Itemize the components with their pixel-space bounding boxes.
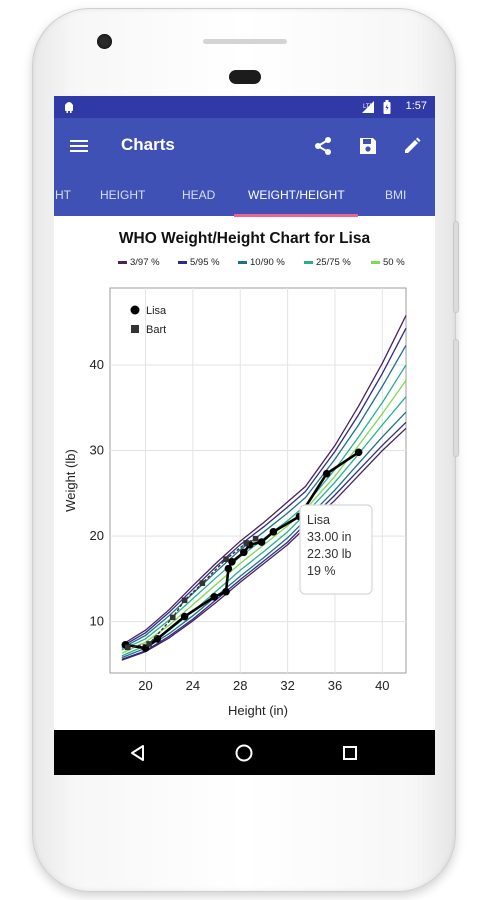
percentile-curve — [121, 327, 407, 648]
series-line-bart — [127, 538, 256, 648]
app-bar: Charts — [54, 118, 435, 174]
back-icon[interactable] — [125, 740, 151, 766]
y-tick-label: 20 — [90, 528, 104, 543]
chart-title: WHO Weight/Height Chart for Lisa — [118, 230, 371, 247]
percentile-curve — [121, 427, 407, 661]
percentile-legend: 3/97 % 5/95 % 10/90 % 25/75 % 50 % — [114, 257, 434, 271]
tab-weight-height[interactable]: WEIGHT/HEIGHT — [248, 188, 345, 202]
x-axis-label: Height (in) — [228, 703, 288, 718]
chart-plot[interactable]: 20 24 28 32 36 40 10 20 30 40 Height (in) Weight (l… — [54, 217, 435, 730]
data-point-lisa[interactable] — [269, 528, 278, 536]
data-point-lisa[interactable] — [153, 634, 162, 643]
app-title: Charts — [121, 135, 175, 154]
tooltip-line: 19 % — [307, 564, 336, 578]
signal-icon: LTE — [362, 101, 376, 116]
y-tick-label: 40 — [90, 357, 104, 372]
data-point-lisa[interactable] — [228, 557, 236, 566]
legend-swatch — [118, 261, 127, 264]
x-tick-label: 24 — [186, 678, 200, 693]
navigation-bar — [54, 730, 435, 775]
svg-text:LTE: LTE — [363, 104, 374, 110]
legend-entry: 3/97 % — [118, 257, 160, 268]
front-camera — [97, 34, 112, 49]
legend-swatch — [178, 261, 187, 264]
legend-marker-bart — [131, 325, 139, 333]
edit-icon[interactable] — [399, 133, 425, 159]
data-point-lisa[interactable] — [210, 593, 218, 601]
x-tick-label: 20 — [138, 678, 152, 693]
tab-bmi[interactable]: BMI — [385, 188, 407, 202]
android-icon — [63, 100, 75, 116]
x-tick-label: 32 — [280, 678, 294, 693]
earpiece — [229, 70, 261, 84]
legend-swatch — [304, 261, 313, 264]
data-point-lisa[interactable] — [322, 469, 331, 478]
data-point-bart[interactable] — [252, 535, 259, 542]
legend-label: 50 % — [383, 257, 405, 268]
plot-frame — [109, 287, 407, 674]
tab-head[interactable]: HEAD — [182, 188, 216, 202]
data-point-lisa[interactable] — [239, 548, 248, 557]
data-point-bart[interactable] — [199, 580, 206, 586]
legend-entry: 50 % — [371, 257, 405, 268]
save-icon[interactable] — [355, 133, 381, 159]
data-point-lisa[interactable] — [257, 538, 266, 546]
legend-label: 3/97 % — [130, 257, 160, 268]
percentile-curve — [121, 421, 407, 660]
speaker-grille — [203, 39, 287, 44]
y-axis-label: Weight (lb) — [63, 449, 78, 512]
data-point-lisa[interactable] — [222, 587, 230, 596]
percentile-curve — [121, 344, 407, 649]
data-point-bart[interactable] — [223, 556, 229, 563]
percentile-curve — [121, 315, 407, 646]
data-point-lisa[interactable] — [180, 612, 189, 621]
tooltip-box — [299, 504, 373, 595]
x-tick-label: 40 — [375, 678, 389, 693]
tooltip-line: 33.00 in — [307, 530, 352, 544]
recents-icon[interactable] — [337, 740, 363, 766]
x-tick-label: 28 — [233, 678, 247, 693]
menu-icon[interactable] — [66, 133, 92, 159]
y-tick-label: 30 — [90, 443, 104, 458]
power-button — [453, 221, 459, 313]
legend-label: 10/90 % — [250, 257, 285, 268]
data-point-lisa[interactable] — [224, 564, 233, 573]
legend-swatch — [371, 261, 380, 264]
status-time: 1:57 — [405, 100, 427, 112]
legend-label: 5/95 % — [190, 257, 220, 268]
legend-label-lisa: Lisa — [146, 305, 167, 317]
data-point-lisa[interactable] — [354, 448, 363, 457]
home-icon[interactable] — [231, 740, 257, 766]
battery-icon — [383, 100, 391, 117]
legend-entry: 25/75 % — [304, 257, 351, 268]
legend-label: 25/75 % — [316, 257, 351, 268]
share-icon[interactable] — [310, 133, 336, 159]
volume-button — [453, 339, 459, 457]
screen: LTE 1:57 Charts HT HEIGHT HEAD WEIGHT/HE… — [54, 96, 435, 775]
legend-entry: 5/95 % — [178, 257, 220, 268]
tooltip-line: Lisa — [307, 513, 330, 527]
legend-swatch — [238, 261, 247, 264]
tab-ht[interactable]: HT — [55, 188, 71, 202]
data-point-bart[interactable] — [181, 597, 188, 604]
legend-entry: 10/90 % — [238, 257, 285, 268]
legend-label-bart: Bart — [146, 324, 166, 336]
tooltip-line: 22.30 lb — [307, 547, 352, 561]
tab-height[interactable]: HEIGHT — [100, 188, 146, 202]
tab-indicator — [234, 214, 358, 217]
percentile-curve — [121, 411, 407, 659]
y-tick-label: 10 — [90, 614, 104, 629]
legend-marker-lisa — [130, 305, 140, 315]
data-point-bart[interactable] — [146, 641, 152, 647]
data-point-bart[interactable] — [243, 540, 249, 546]
data-point-bart[interactable] — [124, 644, 131, 651]
data-point-bart[interactable] — [169, 614, 176, 621]
status-bar: LTE 1:57 — [54, 96, 435, 118]
tab-bar: HT HEIGHT HEAD WEIGHT/HEIGHT BMI — [54, 174, 435, 216]
chart-area: WHO Weight/Height Chart for Lisa 3/97 % … — [54, 217, 435, 730]
x-tick-label: 36 — [328, 678, 342, 693]
